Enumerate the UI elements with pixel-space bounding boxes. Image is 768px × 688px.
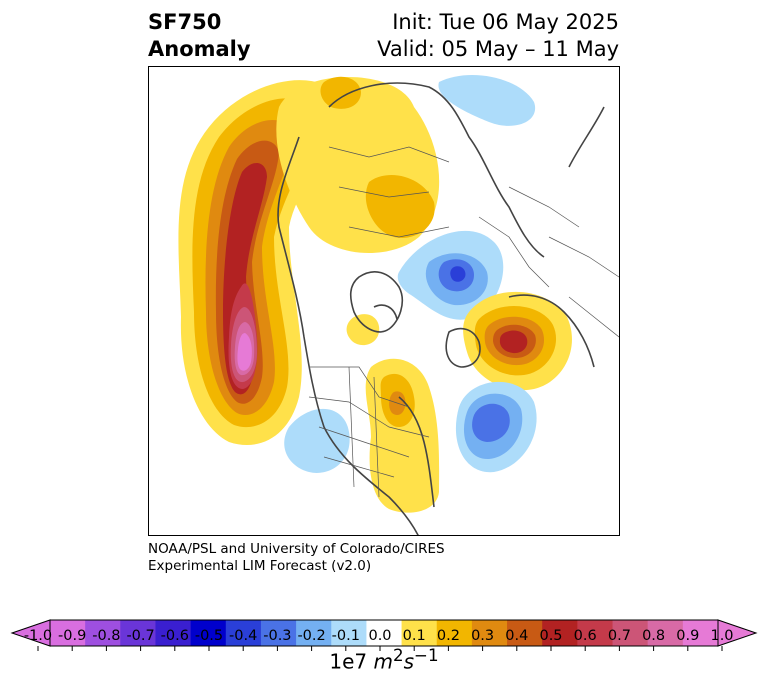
colorbar-segment xyxy=(366,620,403,646)
credit-line-model: Experimental LIM Forecast (v2.0) xyxy=(148,558,372,574)
colorbar-tick-label: 0.7 xyxy=(607,628,631,644)
positive-anomaly-scandinavia xyxy=(463,291,572,391)
colorbar-segment xyxy=(401,620,438,646)
colorbar-tick-label: -0.3 xyxy=(263,628,292,644)
colorbar-unit-label: 1e7 m2s−1 xyxy=(0,646,768,674)
colorbar-tick-label: 0.5 xyxy=(539,628,563,644)
colorbar-segment xyxy=(436,620,473,646)
unit-m: m xyxy=(373,649,393,674)
title-line-anomaly: Anomaly xyxy=(148,37,251,61)
colorbar-tick-label: 0.9 xyxy=(676,628,700,644)
unit-base: 1e7 xyxy=(329,649,374,674)
colorbar-segment xyxy=(50,620,86,646)
colorbar-segment xyxy=(577,620,614,646)
colorbar-segment xyxy=(507,620,543,646)
colorbar-segment xyxy=(120,620,156,646)
init-date-label: Init: Tue 06 May 2025 xyxy=(392,10,619,34)
credit-line-source: NOAA/PSL and University of Colorado/CIRE… xyxy=(148,541,445,557)
coastlines xyxy=(277,82,605,535)
colorbar-segment xyxy=(331,620,367,646)
colorbar-segment xyxy=(471,620,508,646)
colorbar-tick-label: -0.8 xyxy=(92,628,121,644)
map-canvas xyxy=(178,74,619,535)
colorbar-tick-label: 0.2 xyxy=(436,628,460,644)
colorbar-outline xyxy=(49,619,719,647)
colorbar-tick-label: -0.2 xyxy=(297,628,326,644)
colorbar-tick-label: -0.1 xyxy=(331,628,360,644)
valid-date-label: Valid: 05 May – 11 May xyxy=(377,37,619,61)
negative-anomaly-north-siberia xyxy=(438,74,536,126)
negative-anomaly-arctic-ocean xyxy=(397,230,504,320)
colorbar-segment xyxy=(612,620,649,646)
colorbar-tick-label: -0.6 xyxy=(160,628,189,644)
colorbar-segment xyxy=(225,620,262,646)
positive-anomaly-arctic-small xyxy=(346,314,380,346)
colorbar-tick-label: 1.0 xyxy=(710,628,734,644)
colorbar-segment xyxy=(296,620,332,646)
anomaly-map xyxy=(148,66,620,536)
colorbar-segment xyxy=(260,620,297,646)
map-title: SF750 Anomaly xyxy=(148,9,251,63)
title-line-variable: SF750 xyxy=(148,10,222,34)
colorbar-tick-label: 0.6 xyxy=(573,628,597,644)
negative-anomaly-western-us xyxy=(284,408,350,473)
colorbar-tick-label: -0.7 xyxy=(126,628,155,644)
unit-exp-m: 2 xyxy=(393,646,404,665)
colorbar-tick-label: -1.0 xyxy=(23,628,53,644)
colorbar-tick-label: -0.5 xyxy=(194,628,224,644)
colorbar-segment xyxy=(647,620,684,646)
colorbar-tick-label: 0.4 xyxy=(505,628,529,644)
unit-exp-s: −1 xyxy=(414,646,439,665)
colorbar-tick-label: -0.9 xyxy=(58,628,87,644)
data-credit: NOAA/PSL and University of Colorado/CIRE… xyxy=(148,541,445,575)
colorbar-segment xyxy=(155,620,192,646)
negative-anomaly-north-atlantic xyxy=(455,381,537,473)
colorbar-segment xyxy=(190,620,227,646)
forecast-dates: Init: Tue 06 May 2025 Valid: 05 May – 11… xyxy=(377,9,619,63)
positive-anomaly-siberia xyxy=(276,76,440,254)
unit-s: s xyxy=(403,649,415,674)
colorbar-tick-label: 0.8 xyxy=(642,628,666,644)
colorbar-segment xyxy=(542,620,578,646)
colorbar-segment xyxy=(682,620,719,646)
colorbar-segment xyxy=(85,620,121,646)
colorbar-tick-label: 0.0 xyxy=(368,628,392,644)
colorbar xyxy=(10,619,758,651)
colorbar-tick-label: -0.4 xyxy=(229,628,258,644)
colorbar-tick-label: 0.3 xyxy=(471,628,495,644)
colorbar-tick-label: 0.1 xyxy=(402,628,426,644)
borders xyxy=(308,146,619,498)
